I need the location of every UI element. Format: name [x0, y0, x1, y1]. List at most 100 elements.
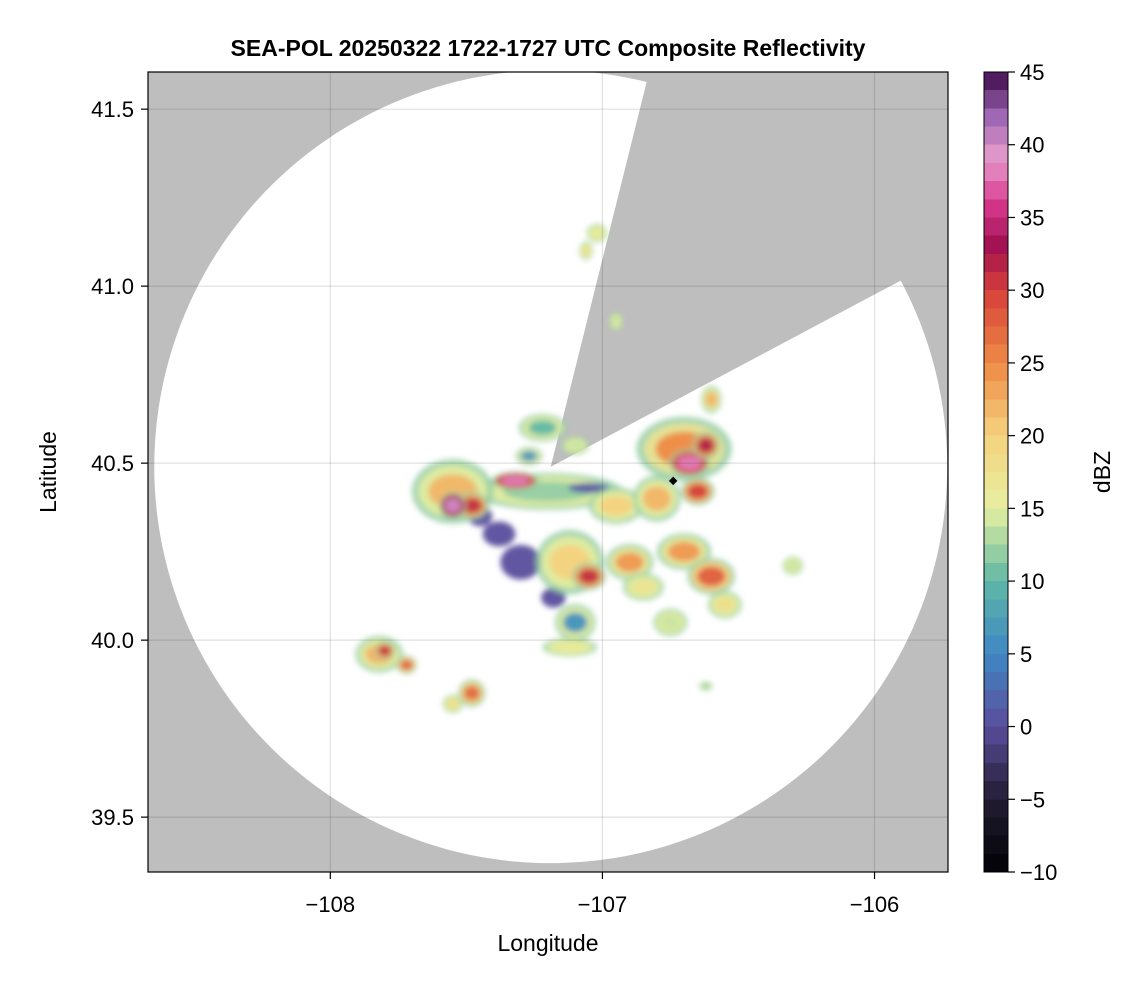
- colorbar-tick-label: 25: [1020, 351, 1044, 376]
- echo-core: [562, 612, 588, 633]
- colorbar-axis: −10 −5 0 5 10 15 20 25 30 35 40 45: [1008, 60, 1057, 885]
- echo-core: [567, 440, 584, 451]
- echo-core: [611, 316, 621, 327]
- marker-point: [668, 476, 678, 486]
- colorbar-tick-label: 0: [1020, 715, 1032, 740]
- echo-core: [660, 615, 681, 630]
- echo-cell: [491, 471, 540, 491]
- chart-title: SEA-POL 20250322 1722-1727 UTC Composite…: [231, 35, 866, 61]
- colorbar-tick-label: 5: [1020, 642, 1032, 667]
- echo-core: [463, 685, 480, 701]
- echo-core: [697, 438, 714, 453]
- echo-cell: [482, 521, 516, 547]
- x-tick-label: −107: [578, 892, 628, 917]
- echo-core: [705, 392, 718, 407]
- echo-core: [696, 566, 726, 587]
- echo-core: [667, 541, 701, 562]
- echo-core: [615, 552, 644, 573]
- echo-core: [590, 228, 604, 239]
- echo-core: [500, 544, 542, 580]
- echo-cell: [561, 436, 589, 455]
- grid-layer: [148, 72, 948, 872]
- echo-core: [461, 498, 483, 514]
- echo-cell: [605, 543, 654, 581]
- echo-core: [378, 645, 391, 656]
- echo-cell: [571, 562, 606, 591]
- y-tick-label: 41.5: [91, 97, 134, 122]
- colorbar: [983, 71, 1009, 873]
- echo-core: [482, 521, 516, 547]
- echo-cell: [707, 590, 742, 619]
- echo-cell: [554, 604, 596, 641]
- radar-coverage-area: [154, 72, 948, 864]
- y-axis-label: Latitude: [35, 431, 61, 513]
- echo-cell: [374, 641, 395, 660]
- echo-cell: [515, 446, 543, 466]
- colorbar-tick-label: 20: [1020, 424, 1044, 449]
- x-axis-label: Longitude: [497, 930, 598, 956]
- echo-core: [578, 568, 600, 584]
- echo-cell: [701, 385, 722, 414]
- echo-cell: [439, 491, 467, 520]
- echo-cell: [653, 608, 688, 637]
- plot-frame: [147, 71, 949, 873]
- echo-cell: [542, 638, 597, 657]
- colorbar-tick-label: 45: [1020, 60, 1044, 85]
- echo-cell: [568, 482, 610, 493]
- echo-core: [400, 659, 413, 670]
- plot-area: [148, 72, 948, 872]
- echo-core: [553, 642, 587, 653]
- x-axis: −108 −107 −106: [306, 872, 900, 917]
- echo-core: [687, 484, 708, 499]
- colorbar-tick-label: −10: [1020, 860, 1057, 885]
- echo-cell: [442, 694, 463, 714]
- echo-cell: [579, 241, 593, 260]
- echo-cell: [396, 655, 417, 675]
- y-tick-label: 41.0: [91, 274, 134, 299]
- colorbar-tick-label: 15: [1020, 496, 1044, 521]
- y-tick-label: 40.0: [91, 628, 134, 653]
- echo-cell: [782, 556, 804, 576]
- y-tick-label: 40.5: [91, 451, 134, 476]
- echo-cell: [633, 475, 681, 522]
- echo-core: [630, 579, 656, 595]
- echo-core: [568, 482, 610, 493]
- echo-cell: [692, 431, 720, 460]
- echo-cell: [680, 477, 715, 506]
- echo-core: [582, 245, 591, 256]
- echo-core: [714, 597, 736, 613]
- echo-cell: [622, 573, 664, 601]
- colorbar-tick-label: 10: [1020, 569, 1044, 594]
- echo-core: [520, 451, 538, 462]
- x-tick-label: −108: [306, 892, 356, 917]
- echo-layer: [355, 223, 804, 714]
- echo-core: [446, 698, 459, 709]
- echo-cell: [609, 312, 623, 331]
- colorbar-label: dBZ: [1089, 451, 1115, 493]
- echo-cell: [458, 679, 486, 708]
- y-axis: 39.5 40.0 40.5 41.0 41.5: [91, 97, 148, 830]
- echo-cell: [518, 413, 567, 442]
- echo-cell: [411, 459, 494, 524]
- echo-cell: [656, 533, 712, 571]
- colorbar-tick-label: 40: [1020, 133, 1044, 158]
- colorbar-tick-label: 30: [1020, 278, 1044, 303]
- echo-cell: [699, 681, 713, 691]
- echo-cell: [586, 223, 608, 243]
- echo-cell: [687, 558, 736, 595]
- echo-core: [444, 498, 461, 514]
- y-tick-label: 39.5: [91, 805, 134, 830]
- echo-core: [786, 560, 800, 571]
- echo-cell: [500, 544, 542, 580]
- echo-core: [599, 495, 633, 516]
- echo-core: [701, 683, 710, 689]
- colorbar-tick-label: 35: [1020, 205, 1044, 230]
- echo-core: [501, 475, 530, 486]
- x-tick-label: −106: [850, 892, 900, 917]
- echo-core: [677, 455, 702, 471]
- colorbar-tick-label: −5: [1020, 787, 1045, 812]
- echo-core: [528, 420, 557, 436]
- echo-core: [642, 486, 672, 511]
- echo-cell: [588, 487, 644, 525]
